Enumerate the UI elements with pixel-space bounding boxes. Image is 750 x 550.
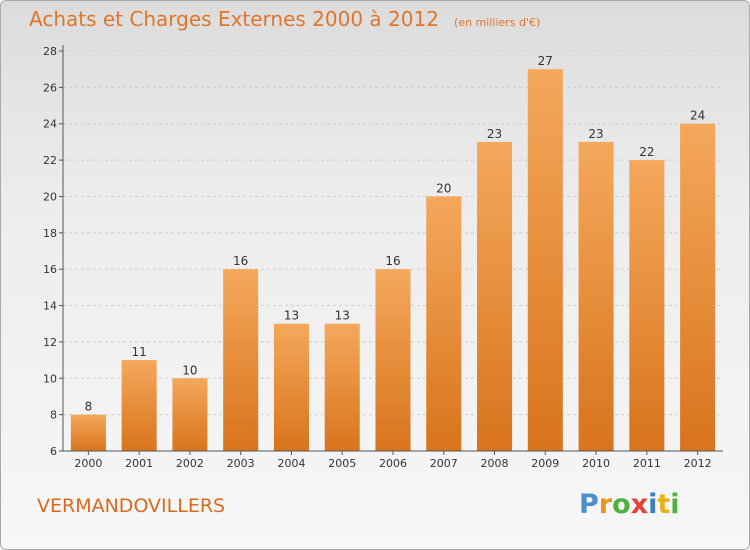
x-tick-label: 2012 <box>684 457 712 470</box>
bar <box>680 123 716 452</box>
logo-letter: i <box>670 489 680 520</box>
y-tick-label: 20 <box>43 190 57 203</box>
y-tick-label: 22 <box>43 154 57 167</box>
x-tick-label: 2005 <box>328 457 356 470</box>
x-tick-label: 2011 <box>633 457 661 470</box>
logo-letter: r <box>598 489 613 520</box>
logo-letter: P <box>579 489 599 520</box>
bar <box>527 69 563 451</box>
data-label: 8 <box>85 400 93 414</box>
commune-name: VERMANDOVILLERS <box>37 495 226 517</box>
bar <box>273 323 309 451</box>
data-label: 16 <box>385 254 400 268</box>
proxiti-logo[interactable]: Proxiti <box>579 489 680 520</box>
x-tick-label: 2010 <box>582 457 610 470</box>
data-label: 22 <box>639 145 654 159</box>
data-label: 27 <box>538 54 553 68</box>
y-tick-label: 24 <box>43 118 57 131</box>
data-label: 10 <box>182 363 197 377</box>
x-tick-label: 2004 <box>277 457 305 470</box>
x-tick-label: 2009 <box>531 457 559 470</box>
y-tick-label: 10 <box>43 372 57 385</box>
x-tick-label: 2001 <box>125 457 153 470</box>
y-tick-label: 8 <box>50 409 57 422</box>
data-label: 13 <box>284 309 299 323</box>
y-tick-label: 26 <box>43 81 57 94</box>
y-tick-label: 6 <box>50 445 57 458</box>
bar <box>172 378 208 451</box>
data-label: 11 <box>132 345 147 359</box>
bar <box>477 141 513 451</box>
x-tick-label: 2003 <box>227 457 255 470</box>
x-tick-label: 2007 <box>430 457 458 470</box>
y-tick-label: 14 <box>43 300 57 313</box>
data-label: 13 <box>335 309 350 323</box>
data-label: 20 <box>436 181 451 195</box>
x-tick-label: 2002 <box>176 457 204 470</box>
bar <box>578 141 614 451</box>
bar <box>70 414 106 451</box>
title-unit: (en milliers d'€) <box>454 16 541 29</box>
x-tick-label: 2008 <box>481 457 509 470</box>
logo-letter: t <box>657 489 671 520</box>
data-label: 24 <box>690 109 705 123</box>
chart-title: Achats et Charges Externes 2000 à 2012 (… <box>29 7 540 31</box>
bar <box>223 269 259 451</box>
data-label: 23 <box>588 127 603 141</box>
logo-letter: x <box>630 489 649 520</box>
y-tick-label: 28 <box>43 45 57 58</box>
y-tick-label: 18 <box>43 227 57 240</box>
logo-letter: o <box>612 489 631 520</box>
bar <box>426 196 462 451</box>
bar <box>375 269 411 451</box>
bar <box>324 323 360 451</box>
x-tick-label: 2006 <box>379 457 407 470</box>
logo-letter: i <box>648 489 658 520</box>
x-tick-label: 2000 <box>74 457 102 470</box>
y-tick-label: 16 <box>43 263 57 276</box>
bar <box>121 360 157 451</box>
data-label: 23 <box>487 127 502 141</box>
bar <box>629 160 665 451</box>
data-label: 16 <box>233 254 248 268</box>
title-text: Achats et Charges Externes 2000 à 2012 <box>29 7 439 31</box>
y-tick-label: 12 <box>43 336 57 349</box>
